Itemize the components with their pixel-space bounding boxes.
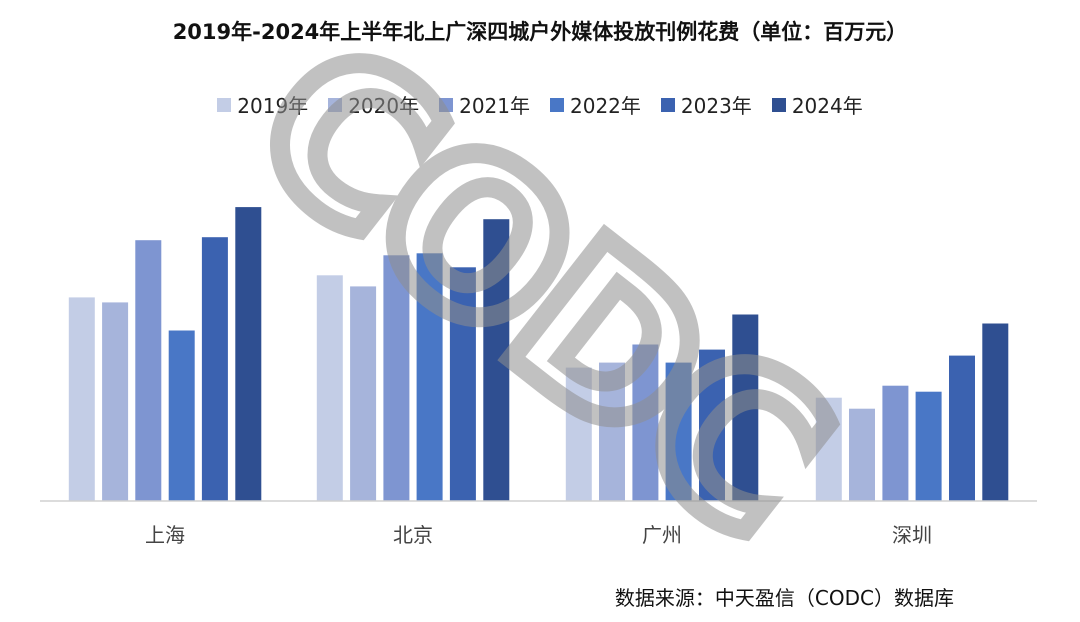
legend-item: 2020年 (328, 90, 419, 119)
legend-label: 2020年 (348, 94, 420, 118)
legend-swatch (771, 97, 786, 112)
legend-label: 2022年 (570, 94, 641, 118)
x-tick-label: 深圳 (892, 523, 932, 547)
bar (416, 253, 443, 501)
legend-item: 2023年 (660, 90, 752, 119)
bar (449, 267, 476, 501)
bar (316, 275, 343, 501)
bar (665, 362, 692, 501)
x-tick-label: 上海 (145, 523, 185, 547)
x-tick-label: 广州 (642, 523, 682, 547)
bar (168, 330, 195, 501)
legend-item: 2024年 (771, 90, 863, 119)
bar (565, 367, 592, 501)
bar (699, 349, 725, 501)
bar (383, 255, 410, 501)
bar (732, 314, 759, 501)
bar (68, 297, 95, 501)
legend-swatch (217, 97, 232, 112)
watermark-text: CODC (213, 0, 866, 581)
bar (135, 240, 162, 501)
chart-legend: 2019年 2020年 2021年 2022年 2023年 2024年 (0, 90, 1080, 119)
bar (483, 219, 510, 501)
x-tick-labels: 上海 北京 广州 深圳 (145, 523, 932, 547)
legend-label: 2021年 (459, 94, 530, 118)
legend-item: 2022年 (550, 90, 641, 119)
bar (982, 323, 1009, 501)
legend-swatch (439, 97, 454, 112)
legend-item: 2019年 (217, 90, 308, 119)
legend-swatch (550, 97, 564, 112)
bar (599, 362, 625, 501)
legend-label: 2023年 (680, 94, 752, 118)
bar (350, 286, 377, 501)
source-note: 数据来源：中天盈信（CODC）数据库 (614, 586, 954, 610)
legend-label: 2019年 (237, 94, 309, 118)
bar (815, 397, 842, 501)
legend-swatch (660, 97, 675, 112)
bar (102, 302, 129, 501)
chart-title: 2019年-2024年上半年北上广深四城户外媒体投放刊例花费（单位：百万元） (172, 20, 908, 44)
legend-label: 2024年 (791, 94, 863, 118)
x-tick-label: 北京 (393, 523, 433, 547)
bar (882, 385, 909, 501)
bar (235, 207, 262, 501)
legend-swatch (328, 97, 343, 112)
bar (632, 344, 659, 501)
legend-item: 2021年 (439, 90, 530, 119)
bars-group (68, 207, 1009, 501)
bar (949, 355, 975, 501)
watermark: CODC (203, 0, 876, 591)
bar (201, 237, 228, 501)
bar (915, 391, 942, 501)
bar (849, 408, 875, 501)
